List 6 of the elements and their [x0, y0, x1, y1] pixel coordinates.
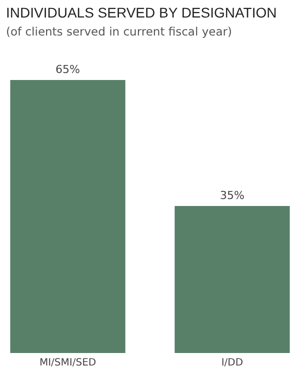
data-label: 65%	[56, 63, 80, 76]
chart-subtitle: (of clients served in current fiscal year)	[6, 24, 232, 38]
x-tick-label: I/DD	[221, 358, 244, 368]
chart-title: INDIVIDUALS SERVED BY DESIGNATION	[6, 4, 277, 20]
data-label: 35%	[220, 189, 244, 202]
x-tick-label: MI/SMI/SED	[39, 358, 96, 368]
